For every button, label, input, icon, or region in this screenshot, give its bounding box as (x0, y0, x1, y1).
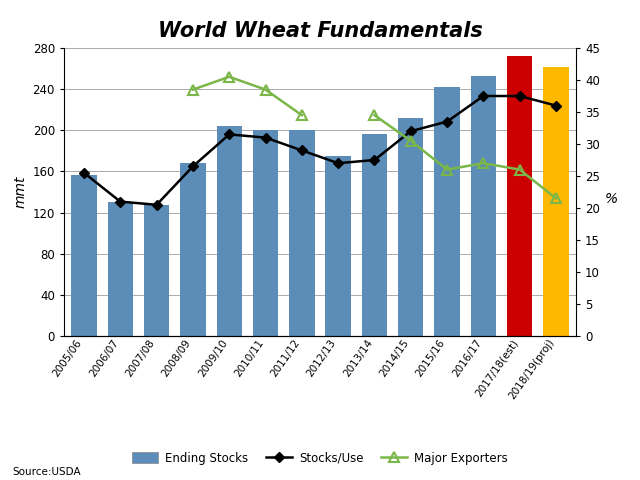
Y-axis label: %: % (604, 192, 618, 206)
Bar (507, 56, 532, 336)
Y-axis label: mmt: mmt (13, 176, 27, 208)
Text: Source:USDA: Source:USDA (13, 467, 81, 477)
Legend: Ending Stocks, Stocks/Use, Major Exporters: Ending Stocks, Stocks/Use, Major Exporte… (127, 447, 513, 469)
Bar (543, 67, 569, 336)
Bar (326, 156, 351, 336)
Bar (108, 202, 133, 336)
Bar (289, 130, 314, 336)
Bar (253, 130, 278, 336)
Bar (180, 163, 205, 336)
Bar (144, 205, 170, 336)
Bar (398, 118, 424, 336)
Bar (71, 175, 97, 336)
Bar (435, 87, 460, 336)
Bar (216, 126, 242, 336)
Bar (362, 134, 387, 336)
Title: World Wheat Fundamentals: World Wheat Fundamentals (157, 21, 483, 41)
Bar (470, 76, 496, 336)
